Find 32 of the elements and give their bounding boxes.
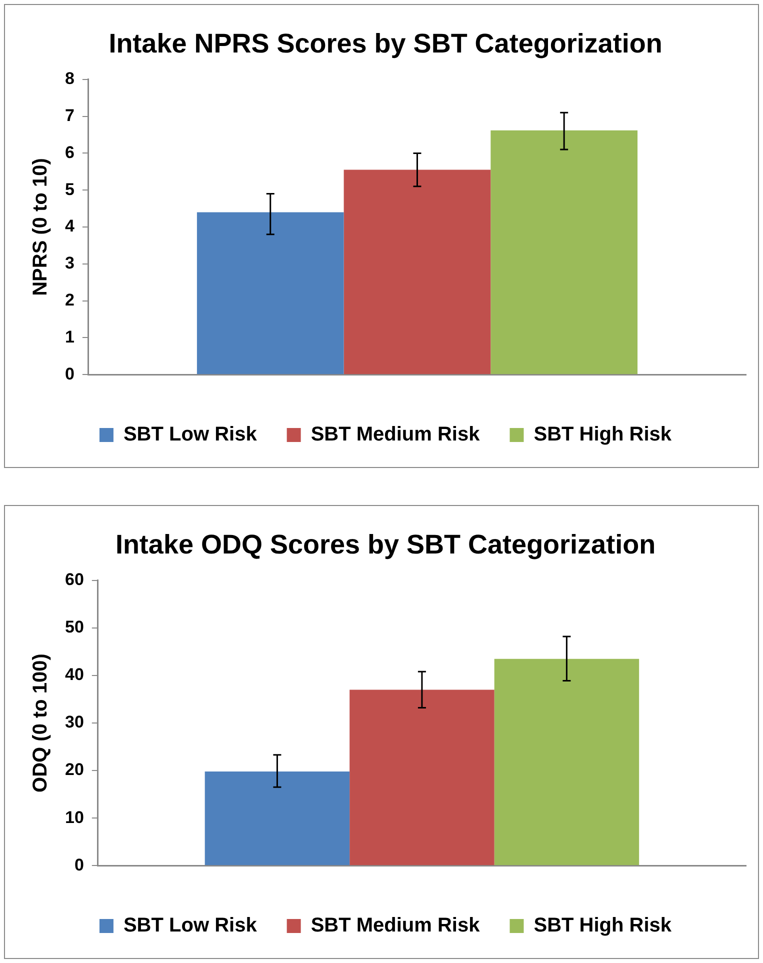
y-tick-label: 1 [64, 327, 74, 346]
legend-label: SBT Medium Risk [310, 914, 481, 937]
bar [344, 170, 491, 374]
y-tick-label: 4 [64, 216, 75, 236]
y-tick-label: 7 [64, 106, 74, 125]
chart-title: Intake ODQ Scores by SBT Categorization [115, 530, 656, 560]
y-tick-label: 3 [64, 254, 74, 273]
y-tick-label: 40 [64, 665, 84, 684]
bar [490, 130, 638, 374]
legend-label: SBT Medium Risk [310, 424, 481, 446]
y-tick-label: 50 [64, 618, 84, 637]
y-tick-label: 60 [64, 570, 84, 590]
y-axis-title: ODQ (0 to 100) [30, 654, 52, 792]
bar [350, 690, 494, 866]
y-tick-label: 10 [64, 808, 84, 827]
chart-title: Intake NPRS Scores by SBT Categorization [108, 28, 662, 59]
y-tick-label: 0 [64, 364, 74, 384]
y-tick-label: 20 [64, 760, 84, 780]
legend-label: SBT High Risk [534, 424, 672, 446]
y-tick-label: 6 [64, 142, 74, 162]
bar [494, 658, 640, 866]
legend-label: SBT Low Risk [123, 424, 258, 446]
y-tick-label: 0 [74, 855, 84, 874]
legend-label: SBT Low Risk [123, 914, 258, 937]
bar [196, 212, 344, 374]
y-tick-label: 5 [64, 180, 74, 199]
y-tick-label: 8 [64, 69, 74, 88]
y-axis-title: NPRS (0 to 10) [30, 158, 52, 296]
legend-label: SBT High Risk [534, 914, 672, 937]
y-tick-label: 30 [64, 712, 84, 732]
y-tick-label: 2 [64, 290, 74, 310]
bar [204, 771, 350, 866]
